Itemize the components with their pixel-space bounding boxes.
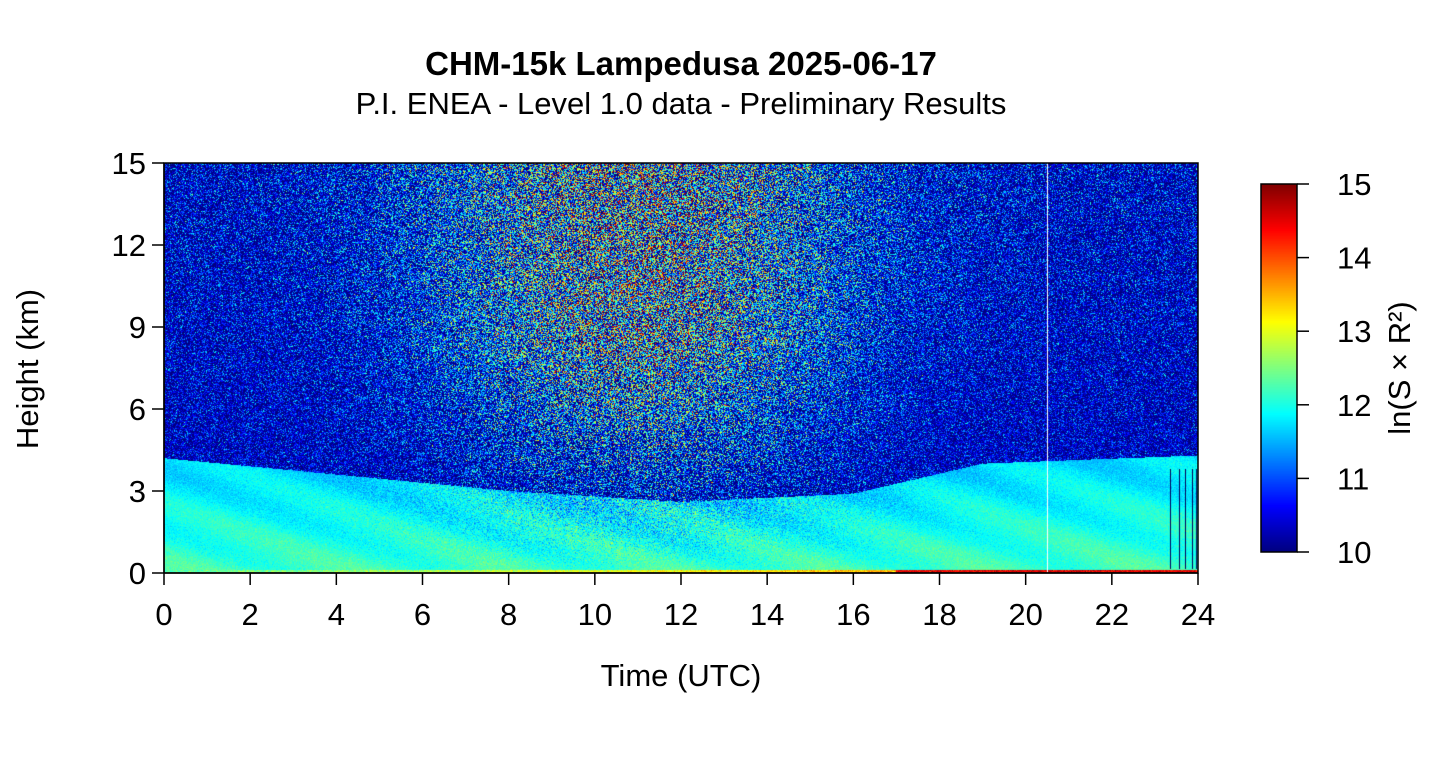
x-tick-label: 4 <box>328 597 345 632</box>
y-axis: 0 3 6 9 12 15 <box>112 146 165 591</box>
x-tick-label: 2 <box>242 597 259 632</box>
colorbar-tick-label: 15 <box>1337 167 1371 202</box>
chart-title: CHM-15k Lampedusa 2025-06-17 <box>425 45 937 82</box>
colorbar-tick-label: 13 <box>1337 314 1371 349</box>
x-tick-label: 8 <box>500 597 517 632</box>
colorbar-tick-label: 12 <box>1337 388 1371 423</box>
colorbar-gradient <box>1261 184 1297 552</box>
x-tick-label: 6 <box>414 597 431 632</box>
x-tick-label: 16 <box>836 597 870 632</box>
x-tick-label: 0 <box>155 597 172 632</box>
colorbar-tick-label: 14 <box>1337 241 1371 276</box>
chart-subtitle: P.I. ENEA - Level 1.0 data - Preliminary… <box>355 86 1007 121</box>
x-tick-label: 14 <box>750 597 784 632</box>
y-tick-label: 15 <box>112 146 146 181</box>
colorbar-label: ln(S × R²) <box>1382 301 1417 435</box>
x-axis-label: Time (UTC) <box>601 658 762 693</box>
backscatter-heatmap <box>164 163 1198 573</box>
x-tick-label: 22 <box>1095 597 1129 632</box>
colorbar-tick-label: 11 <box>1337 461 1369 496</box>
y-tick-label: 6 <box>129 392 146 427</box>
y-tick-label: 12 <box>112 228 146 263</box>
colorbar-axis: 10 11 12 13 14 15 <box>1297 167 1371 570</box>
y-tick-label: 9 <box>129 310 146 345</box>
x-tick-label: 24 <box>1181 597 1215 632</box>
colorbar-tick-label: 10 <box>1337 535 1371 570</box>
colorbar-frame <box>1260 183 1298 553</box>
y-axis-label: Height (km) <box>10 289 45 449</box>
x-tick-label: 20 <box>1008 597 1042 632</box>
y-tick-label: 3 <box>129 474 146 509</box>
x-tick-label: 18 <box>922 597 956 632</box>
x-axis: 0 2 4 6 8 10 12 14 16 18 20 22 24 <box>155 572 1215 632</box>
plot-frame <box>163 162 1199 574</box>
x-tick-label: 12 <box>664 597 698 632</box>
x-tick-label: 10 <box>578 597 612 632</box>
y-tick-label: 0 <box>129 556 146 591</box>
